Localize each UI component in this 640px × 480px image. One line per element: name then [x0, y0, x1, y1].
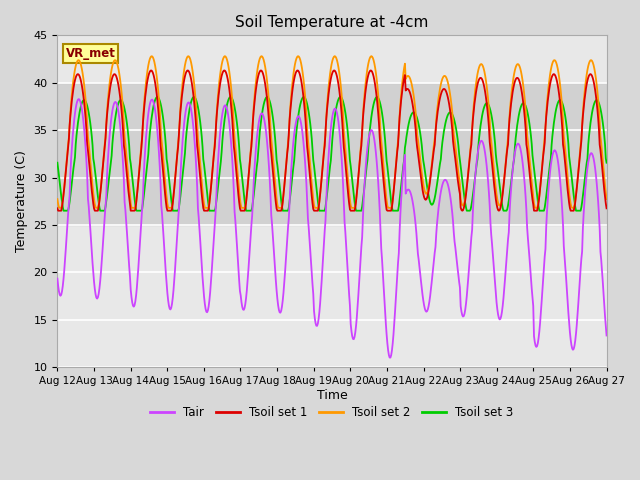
Y-axis label: Temperature (C): Temperature (C) [15, 150, 28, 252]
Bar [58, 83, 607, 225]
Legend: Tair, Tsoil set 1, Tsoil set 2, Tsoil set 3: Tair, Tsoil set 1, Tsoil set 2, Tsoil se… [145, 402, 518, 424]
Text: VR_met: VR_met [66, 47, 115, 60]
Title: Soil Temperature at -4cm: Soil Temperature at -4cm [236, 15, 429, 30]
X-axis label: Time: Time [317, 389, 348, 402]
